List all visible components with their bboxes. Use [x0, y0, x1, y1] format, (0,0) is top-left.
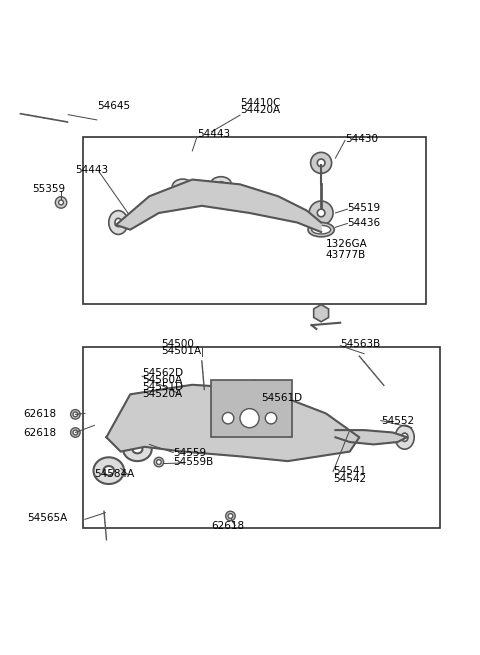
- Text: 54410C: 54410C: [240, 98, 280, 108]
- Circle shape: [73, 412, 78, 417]
- Text: 62618: 62618: [23, 428, 56, 438]
- Ellipse shape: [103, 466, 114, 476]
- Text: 54559B: 54559B: [173, 457, 214, 467]
- Ellipse shape: [132, 445, 143, 453]
- Text: 54443: 54443: [75, 165, 108, 175]
- Text: 1326GA: 1326GA: [326, 238, 368, 248]
- Text: 54584A: 54584A: [95, 470, 135, 479]
- Circle shape: [154, 457, 164, 467]
- Text: 54542: 54542: [333, 474, 366, 484]
- Ellipse shape: [308, 223, 334, 237]
- Bar: [83, 346, 441, 528]
- Circle shape: [317, 209, 325, 217]
- Text: 54645: 54645: [97, 101, 130, 111]
- Text: 54563B: 54563B: [340, 339, 381, 349]
- Text: 54551D: 54551D: [142, 382, 183, 392]
- Text: 54560A: 54560A: [142, 375, 182, 385]
- Text: 54519: 54519: [348, 203, 381, 213]
- Ellipse shape: [109, 210, 128, 234]
- Text: 54565A: 54565A: [28, 514, 68, 523]
- Text: 43777B: 43777B: [326, 250, 366, 260]
- Ellipse shape: [395, 425, 414, 449]
- Text: 54541: 54541: [333, 466, 366, 476]
- Circle shape: [222, 413, 234, 424]
- Ellipse shape: [115, 218, 121, 227]
- Text: 54443: 54443: [197, 129, 230, 140]
- Polygon shape: [116, 179, 321, 232]
- Text: 54501A: 54501A: [161, 346, 202, 356]
- Ellipse shape: [179, 184, 186, 189]
- Ellipse shape: [312, 225, 331, 234]
- Ellipse shape: [187, 396, 193, 402]
- Circle shape: [71, 428, 80, 438]
- Ellipse shape: [210, 177, 231, 192]
- Text: 62618: 62618: [23, 409, 56, 419]
- Bar: [83, 137, 426, 304]
- Text: 54430: 54430: [345, 134, 378, 144]
- Circle shape: [55, 196, 67, 208]
- Ellipse shape: [165, 394, 172, 399]
- Text: 54559: 54559: [173, 447, 206, 458]
- Text: 54561D: 54561D: [262, 393, 302, 403]
- Circle shape: [311, 153, 332, 174]
- Ellipse shape: [401, 433, 408, 441]
- Circle shape: [226, 512, 235, 521]
- Circle shape: [317, 159, 325, 166]
- Text: 54420A: 54420A: [240, 105, 280, 115]
- Circle shape: [71, 409, 80, 419]
- Circle shape: [73, 430, 78, 435]
- Text: 62618: 62618: [211, 521, 244, 531]
- Text: 55359: 55359: [33, 184, 66, 194]
- Bar: [211, 380, 292, 438]
- Circle shape: [240, 409, 259, 428]
- Polygon shape: [107, 384, 360, 461]
- Ellipse shape: [172, 179, 193, 195]
- Circle shape: [59, 200, 63, 205]
- Text: 54500: 54500: [161, 339, 194, 349]
- Circle shape: [156, 460, 161, 464]
- Ellipse shape: [217, 181, 225, 187]
- Ellipse shape: [159, 390, 178, 404]
- Ellipse shape: [94, 457, 124, 484]
- Text: 54552: 54552: [381, 415, 414, 426]
- Circle shape: [309, 201, 333, 225]
- Circle shape: [228, 514, 233, 518]
- Ellipse shape: [123, 438, 152, 461]
- Text: 54520A: 54520A: [142, 389, 182, 400]
- Ellipse shape: [180, 392, 199, 406]
- Text: 54436: 54436: [348, 217, 381, 227]
- Polygon shape: [336, 430, 407, 445]
- Circle shape: [265, 413, 277, 424]
- Text: 54562D: 54562D: [142, 368, 183, 378]
